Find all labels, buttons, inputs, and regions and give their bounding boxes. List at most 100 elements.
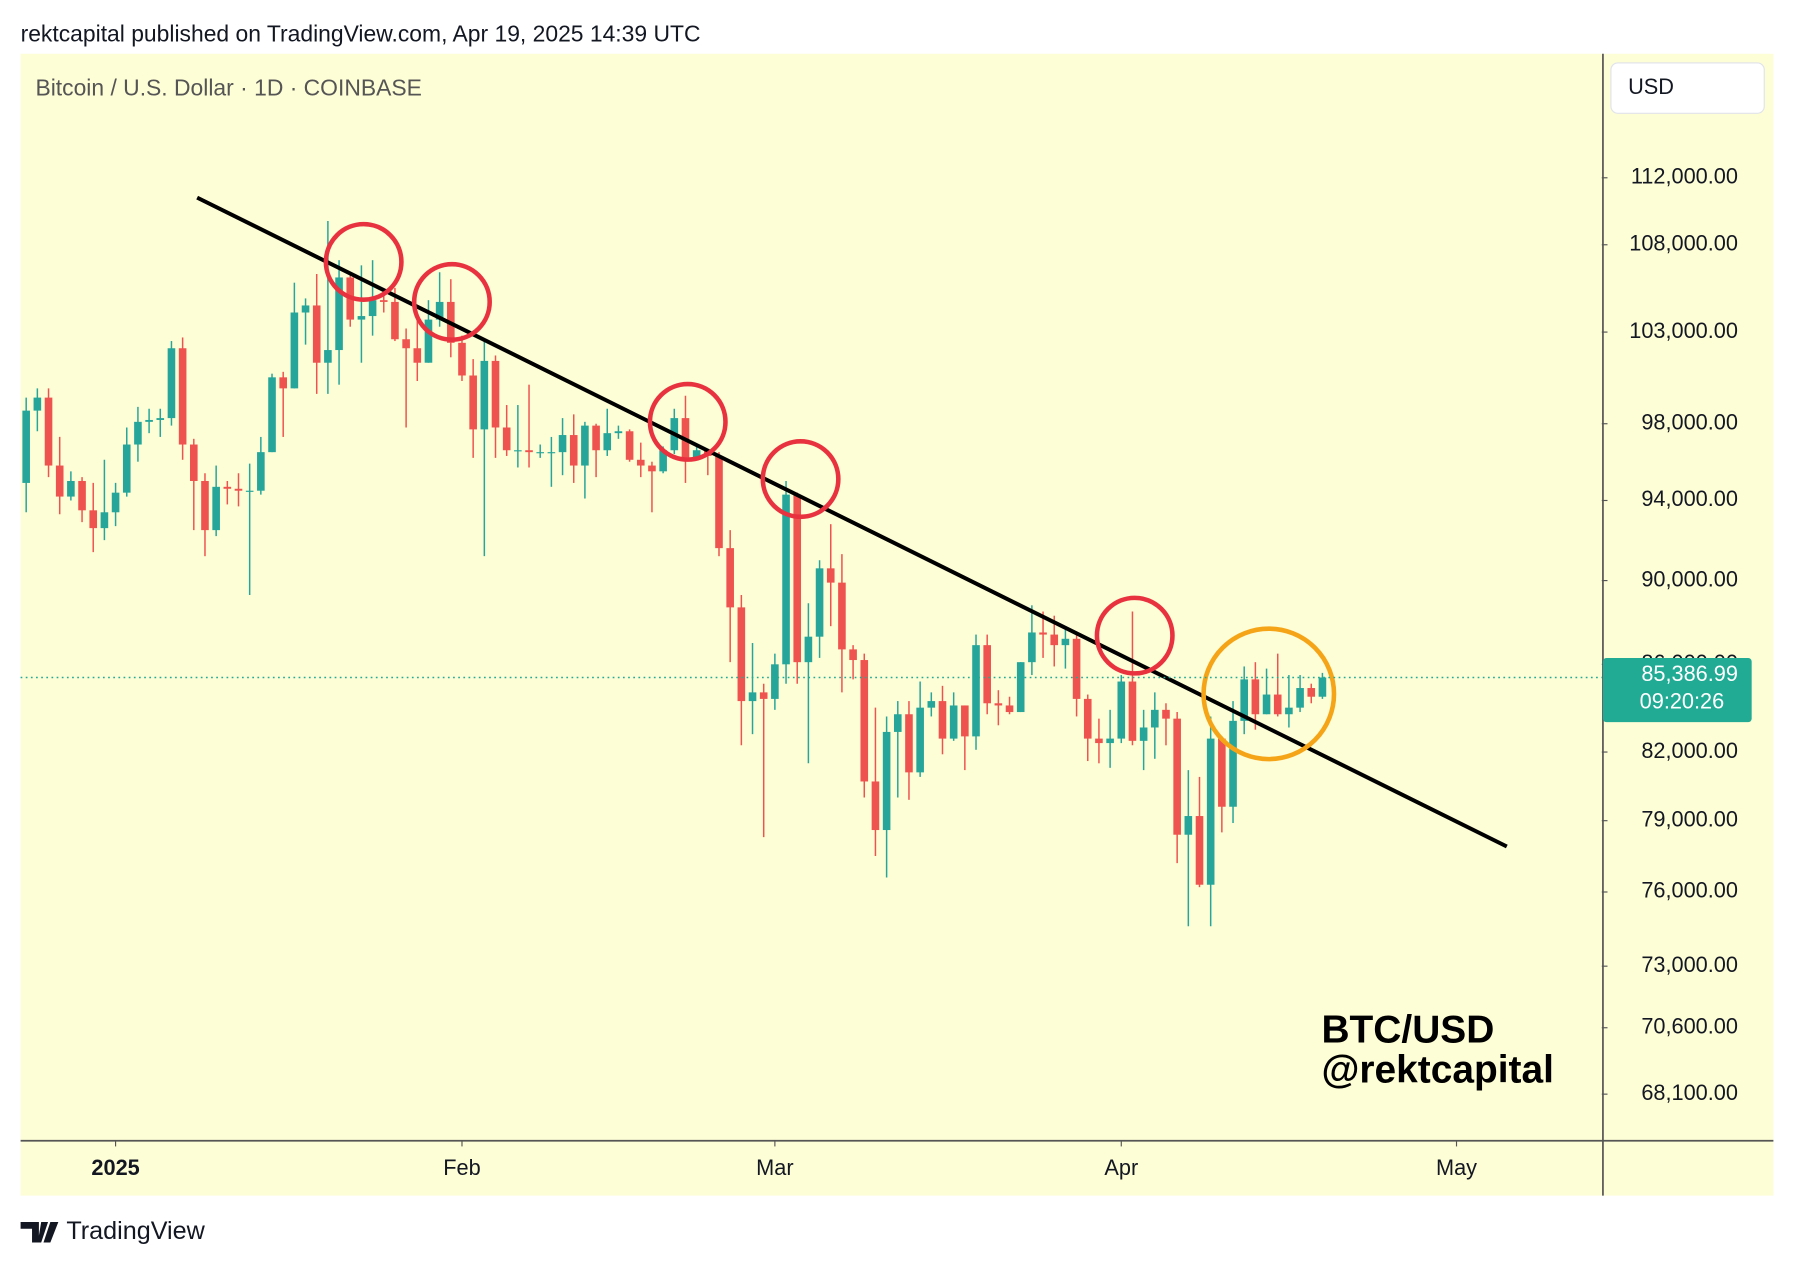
x-tick-label: Apr	[1104, 1155, 1138, 1180]
candle-body	[145, 419, 153, 422]
x-tick-label: May	[1436, 1155, 1477, 1180]
y-tick-label: 73,000.00	[1641, 952, 1738, 977]
highlight-circle	[1201, 626, 1337, 762]
candle-body	[491, 360, 500, 428]
candle-body	[815, 568, 824, 637]
candle-body	[1095, 738, 1103, 744]
candle-body	[44, 397, 53, 466]
candle-body	[1273, 694, 1282, 715]
candle-body	[581, 425, 589, 466]
chart-background	[20, 53, 1774, 1196]
candle-body	[860, 660, 869, 782]
candle-body	[502, 427, 511, 451]
candle-body	[1318, 677, 1327, 697]
y-tick-label: 82,000.00	[1641, 738, 1738, 763]
candle-body	[55, 465, 64, 497]
candle-body	[826, 568, 835, 583]
candle-body	[1117, 681, 1126, 739]
candle-body	[257, 452, 265, 491]
candle-body	[771, 664, 779, 699]
candle-body	[871, 781, 880, 831]
candle-body	[1240, 679, 1249, 721]
highlight-circle	[323, 221, 404, 302]
candle-body	[234, 488, 243, 491]
candle-body	[927, 701, 936, 708]
candle-body	[402, 339, 410, 349]
candle-body	[189, 444, 198, 481]
candle-body	[782, 494, 790, 665]
candle-body	[458, 342, 466, 376]
candle-body	[759, 692, 768, 699]
currency-label[interactable]: USD	[1628, 74, 1674, 99]
candle-body	[849, 649, 857, 661]
candle-body	[111, 492, 120, 513]
candle-body	[569, 435, 578, 466]
y-tick-label: 70,600.00	[1641, 1013, 1738, 1038]
highlight-circle	[647, 381, 728, 462]
symbol-title: Bitcoin / U.S. Dollar · 1D · COINBASE	[35, 74, 421, 100]
candle-body	[469, 375, 477, 430]
highlight-circle	[760, 439, 841, 520]
y-tick-label: 103,000.00	[1629, 318, 1738, 343]
candle-body	[290, 312, 299, 389]
candle-body	[134, 421, 142, 445]
candle-body	[558, 435, 567, 453]
y-tick-label: 94,000.00	[1641, 486, 1738, 511]
candle-body	[424, 319, 433, 363]
header: rektcapital published on TradingView.com…	[21, 21, 701, 47]
candle-body	[525, 450, 533, 453]
candle-body	[212, 486, 220, 531]
candle-body	[949, 705, 958, 739]
candle-body	[983, 645, 991, 704]
candle-body	[391, 301, 399, 340]
candle-body	[961, 705, 969, 737]
candle-body	[547, 452, 556, 454]
footer-brand: TradingView	[66, 1217, 205, 1245]
candle-body	[379, 300, 388, 302]
candle-body	[1162, 709, 1170, 719]
plot	[22, 195, 1508, 927]
candle-body	[1262, 694, 1271, 715]
candle-body	[1106, 738, 1114, 744]
candle-body	[78, 480, 86, 511]
candle-body	[804, 636, 813, 663]
candle-body	[893, 714, 902, 732]
currency-button[interactable]	[1610, 62, 1765, 114]
candle-body	[1061, 638, 1070, 646]
candle-body	[592, 425, 600, 451]
candle-body	[648, 465, 656, 472]
plot-area	[22, 195, 1508, 927]
candle-body	[1050, 634, 1059, 646]
candle-body	[1128, 681, 1137, 741]
candle-body	[312, 305, 321, 363]
candle-body	[692, 450, 701, 458]
candle-body	[938, 701, 947, 739]
candle-body	[33, 397, 42, 411]
highlight-circle	[411, 261, 492, 342]
y-tick-label: 98,000.00	[1641, 409, 1738, 434]
candle-body	[89, 510, 98, 529]
candle-body	[1229, 720, 1237, 807]
x-tick-label: Mar	[756, 1155, 793, 1180]
candle-body	[1184, 816, 1193, 835]
candle-body	[1173, 718, 1181, 835]
y-tick-label: 76,000.00	[1641, 878, 1738, 903]
candle-body	[100, 512, 109, 529]
watermark: @rektcapital	[1321, 1048, 1553, 1091]
candle-body	[1016, 662, 1025, 713]
highlight-circle	[1094, 595, 1175, 676]
candle-body	[1285, 707, 1293, 715]
candle-body	[1151, 709, 1159, 728]
candle-body	[793, 494, 802, 663]
y-tick-label: 68,100.00	[1641, 1080, 1738, 1105]
candle-body	[1028, 632, 1036, 663]
last-price-label: 85,386.99	[1641, 661, 1738, 686]
candle-body	[67, 480, 75, 497]
candle-body	[659, 450, 667, 472]
candle-body	[178, 348, 187, 445]
candle-body	[201, 480, 209, 531]
candle-body	[301, 305, 310, 313]
candle-body	[625, 431, 634, 460]
